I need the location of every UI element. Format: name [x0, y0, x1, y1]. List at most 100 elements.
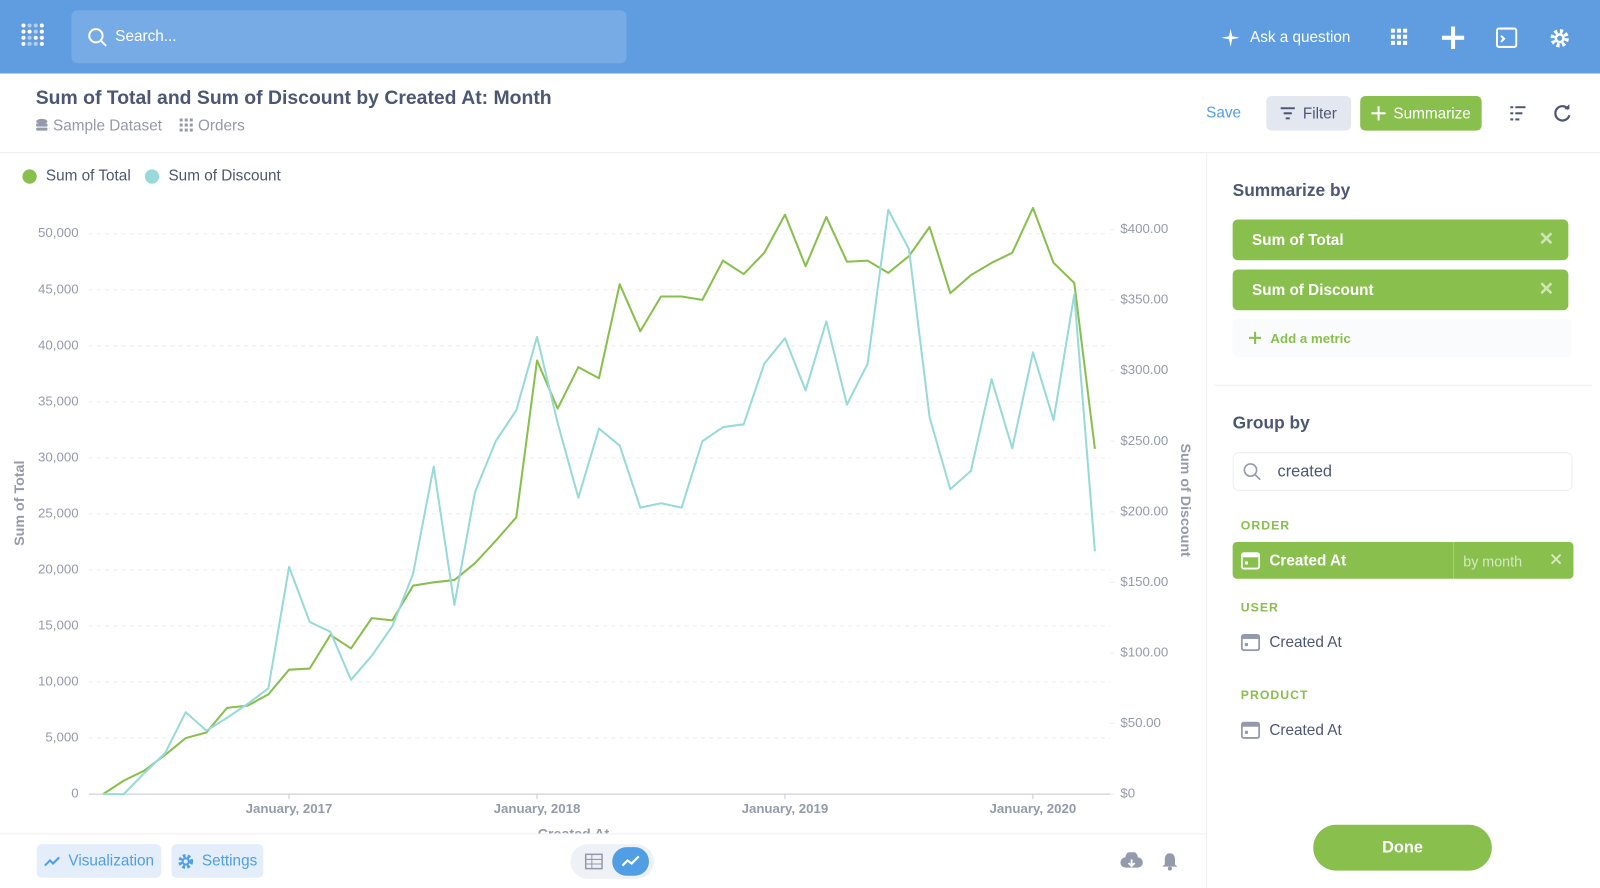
y2-tick-label: $350.00	[1120, 292, 1168, 307]
y2-tick-label: $50.00	[1120, 715, 1161, 730]
plus-icon	[1370, 106, 1386, 121]
visualization-button[interactable]: Visualization	[36, 844, 162, 878]
settings-label: Settings	[201, 852, 258, 870]
summarize-button[interactable]: Summarize	[1360, 95, 1482, 131]
new-icon[interactable]	[1441, 26, 1465, 49]
search-box[interactable]: Search...	[71, 10, 627, 64]
divider	[0, 152, 1600, 154]
visualization-label: Visualization	[68, 852, 155, 870]
y2-tick-label: $400.00	[1120, 221, 1168, 236]
metric-label: Sum of Total	[1252, 231, 1344, 250]
y-tick-label: 40,000	[38, 337, 79, 352]
remove-icon[interactable]: ✕	[1548, 550, 1564, 570]
legend-label: Sum of Total	[45, 167, 131, 185]
summarize-by-heading: Summarize by	[1232, 180, 1351, 201]
add-metric[interactable]: Add a metric	[1232, 318, 1572, 358]
table-view-icon[interactable]	[584, 853, 603, 870]
series-line	[103, 208, 1096, 796]
y-axis-title: Sum of Total	[12, 461, 28, 546]
ask-question[interactable]: Ask a question	[1249, 28, 1351, 46]
series-line	[102, 206, 1096, 795]
notebook-icon[interactable]	[1510, 106, 1526, 121]
sidebar-border	[1206, 153, 1208, 888]
legend-item[interactable]: Sum of Discount	[145, 167, 281, 185]
section-label: PRODUCT	[1240, 687, 1309, 703]
section-label: USER	[1240, 600, 1279, 615]
y-tick-label: 25,000	[38, 505, 79, 520]
database-icon	[36, 118, 48, 131]
download-icon[interactable]	[1120, 852, 1143, 870]
native-query-icon[interactable]	[1495, 27, 1518, 48]
divider	[1453, 541, 1455, 579]
refresh-icon[interactable]	[1553, 104, 1571, 122]
calendar-icon	[1240, 552, 1261, 570]
y2-tick-label: $0	[1120, 786, 1135, 801]
y2-tick-label: $200.00	[1120, 503, 1168, 518]
y-tick-label: 35,000	[38, 393, 79, 408]
settings-icon[interactable]	[1549, 28, 1570, 49]
field-label[interactable]: Created At	[1269, 721, 1342, 739]
legend-swatch	[145, 168, 160, 184]
y-tick-label: 45,000	[38, 281, 79, 296]
legend-swatch	[22, 168, 37, 184]
legend-item[interactable]: Sum of Total	[22, 167, 131, 185]
y-tick-label: 50,000	[38, 225, 79, 240]
y-tick-label: 20,000	[38, 561, 79, 576]
field-label: Created At	[1269, 552, 1347, 570]
binning-label[interactable]: by month	[1463, 553, 1523, 570]
alert-icon[interactable]	[1161, 852, 1178, 871]
remove-icon[interactable]: ✕	[1538, 278, 1555, 300]
search-icon	[1243, 463, 1261, 481]
y-tick-label: 5,000	[45, 730, 78, 745]
settings-button[interactable]: Settings	[171, 844, 264, 878]
x-tick-label: January, 2017	[246, 801, 333, 816]
done-button[interactable]: Done	[1313, 824, 1492, 871]
remove-icon[interactable]: ✕	[1538, 228, 1555, 250]
legend-label: Sum of Discount	[168, 167, 281, 185]
add-metric-label: Add a metric	[1270, 330, 1351, 347]
section-label: ORDER	[1240, 518, 1291, 533]
x-tick-label: January, 2019	[742, 801, 829, 816]
breadcrumb[interactable]: Orders	[197, 117, 245, 135]
apps-icon[interactable]	[1390, 28, 1409, 47]
done-label: Done	[1382, 838, 1423, 856]
divider	[1214, 384, 1592, 386]
filter-icon	[1280, 107, 1295, 120]
y-tick-label: 10,000	[38, 674, 79, 689]
search-icon	[88, 28, 107, 47]
x-tick-label: January, 2018	[494, 801, 581, 816]
group-by-heading: Group by	[1232, 413, 1310, 433]
breadcrumb[interactable]: Sample Dataset	[53, 117, 162, 135]
gear-icon	[178, 853, 193, 869]
y2-axis-title: Sum of Discount	[1177, 443, 1193, 557]
filter-button[interactable]: Filter	[1266, 95, 1352, 131]
field-label[interactable]: Created At	[1269, 633, 1342, 652]
view-toggle	[570, 844, 655, 879]
legend: Sum of Total Sum of Discount	[22, 167, 281, 185]
y-tick-label: 0	[71, 786, 78, 801]
calendar-icon	[1240, 633, 1261, 652]
metric-pill[interactable]: Sum of Total ✕	[1232, 219, 1569, 261]
y-tick-label: 30,000	[38, 449, 79, 464]
group-field-selected[interactable]: Created At by month ✕	[1232, 541, 1574, 579]
search-value: created	[1277, 463, 1333, 481]
y2-tick-label: $150.00	[1120, 574, 1168, 589]
search-placeholder: Search...	[115, 27, 177, 45]
chart: Created At 05,00010,00015,00020,00025,00…	[0, 206, 1207, 843]
chart-view-icon	[621, 855, 640, 867]
line-icon	[44, 856, 60, 866]
filter-label: Filter	[1302, 104, 1337, 122]
sparkle-icon	[1221, 28, 1240, 47]
save-button[interactable]: Save	[1206, 104, 1242, 122]
y-tick-label: 15,000	[38, 617, 79, 632]
group-search[interactable]: created	[1232, 452, 1573, 491]
summarize-label: Summarize	[1393, 104, 1471, 122]
chart-view-toggle[interactable]	[612, 847, 649, 876]
metric-label: Sum of Discount	[1252, 281, 1374, 300]
metric-pill[interactable]: Sum of Discount ✕	[1232, 269, 1569, 311]
calendar-icon	[1240, 721, 1261, 739]
x-tick-label: January, 2020	[990, 801, 1077, 816]
y2-tick-label: $300.00	[1120, 362, 1168, 377]
logo[interactable]	[20, 22, 51, 53]
